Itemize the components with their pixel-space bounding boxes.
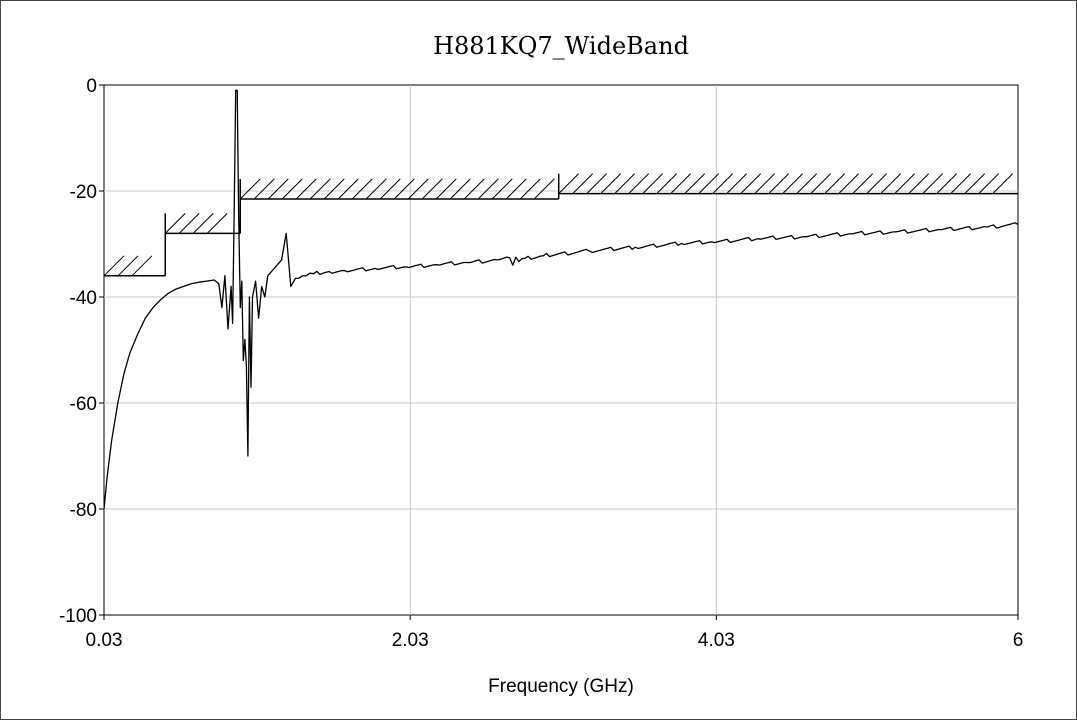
limit-hatch	[164, 213, 228, 234]
series-line	[104, 89, 1018, 510]
x-tick-label: 4.03	[698, 630, 735, 651]
y-tick-label: -20	[70, 182, 97, 203]
grid-layer	[104, 85, 1018, 615]
limit-hatch	[558, 173, 1014, 194]
plot-area	[103, 84, 1019, 616]
x-axis-label: Frequency (GHz)	[488, 676, 634, 697]
y-tick-label: -100	[59, 606, 97, 627]
limit-line-segment	[239, 178, 559, 234]
limit-line-segment	[557, 173, 1018, 199]
x-tick-label: 0.03	[86, 630, 123, 651]
y-tick-label: -40	[70, 288, 97, 309]
limit-hatch	[239, 178, 555, 200]
x-tick-label: 2.03	[392, 630, 429, 651]
limit-line-segment	[104, 255, 166, 277]
limit-hatch	[104, 255, 153, 277]
limit-lines-layer	[104, 173, 1018, 277]
x-tick-label: 6	[1013, 630, 1024, 651]
series-layer	[104, 89, 1018, 510]
tick-labels-layer: 0.03 2.03 4.03 6 0 -20 -40 -60 -80 -100	[59, 76, 1023, 651]
chart-title: H881KQ7_WideBand	[433, 32, 689, 60]
y-tick-label: 0	[86, 76, 97, 97]
y-tick-label: -60	[70, 394, 97, 415]
y-tick-label: -80	[70, 500, 97, 521]
